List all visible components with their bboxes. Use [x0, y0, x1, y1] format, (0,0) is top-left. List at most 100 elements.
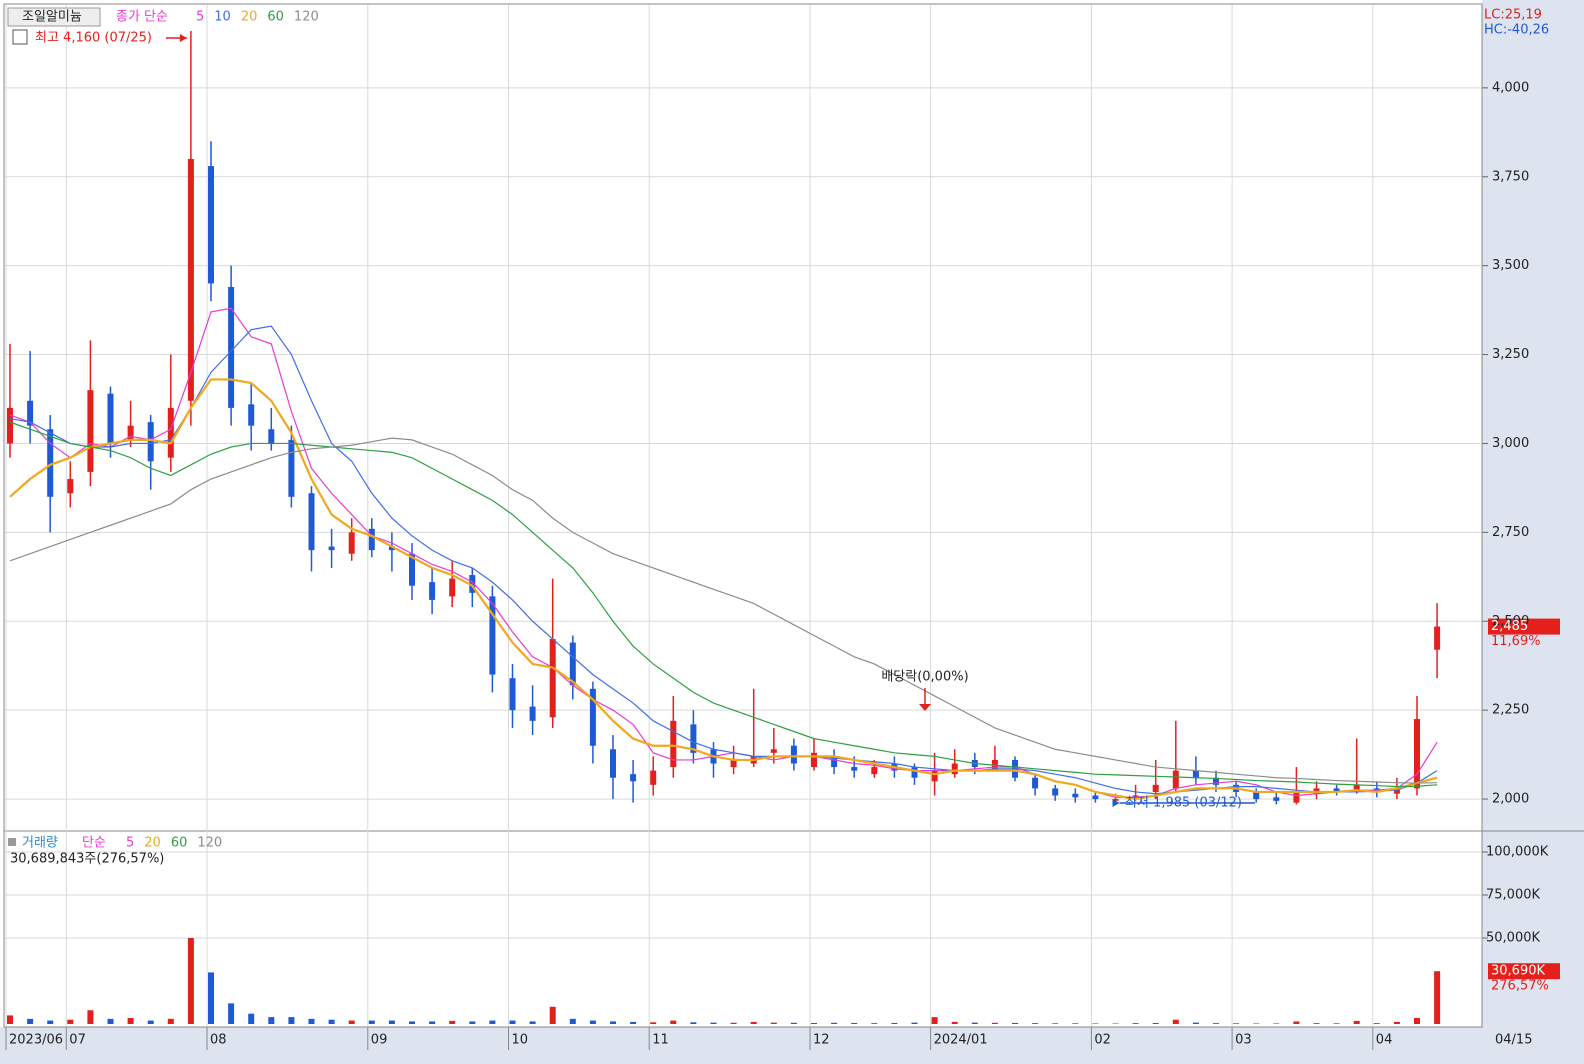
volume-tick-label: 50,000K [1486, 931, 1540, 946]
dividend-arrowhead [919, 704, 931, 711]
price-legend-period: 120 [294, 10, 319, 25]
candle-body [951, 763, 958, 775]
volume-bar [1172, 1019, 1179, 1025]
volume-bar [208, 972, 214, 1025]
moving-average [9, 421, 1438, 788]
right-axis-area [1482, 0, 1584, 1064]
volume-bar [489, 1020, 496, 1025]
candle-body [27, 400, 34, 426]
volume-bar [1052, 1023, 1059, 1025]
candle-body [328, 546, 335, 551]
candle-body [1293, 791, 1300, 803]
volume-bar [589, 1020, 596, 1025]
volume-bar [871, 1023, 878, 1025]
x-tick-label: 11 [652, 1033, 669, 1048]
candle-body [650, 770, 657, 785]
volume-bar [971, 1022, 978, 1025]
volume-bar [790, 1022, 797, 1025]
volume-bar [27, 1018, 34, 1025]
candle-body [1213, 777, 1219, 785]
candle-body [871, 767, 878, 775]
moving-average [9, 437, 1438, 784]
labels: 조일알미늄 종가 단순 최고 4,160 (07/25) 최저 1,985 (0… [7, 7, 1549, 1048]
price-tag-label: 2,485 [1491, 619, 1528, 634]
y-tick-label: 2,000 [1492, 792, 1529, 807]
chart-title[interactable]: 조일알미늄 [22, 10, 82, 25]
volume-bar [1434, 971, 1441, 1025]
volume-bar [509, 1020, 516, 1025]
y-tick-label: 3,250 [1492, 347, 1529, 362]
volume-bar [67, 1019, 74, 1025]
volume-bar [831, 1022, 838, 1025]
candle-body [248, 404, 255, 426]
volume-bar [851, 1022, 858, 1025]
candle-body [931, 770, 938, 782]
volume-bar [1353, 1020, 1360, 1025]
volume-bar [1313, 1023, 1320, 1025]
volume-legend-period: 5 [126, 836, 134, 851]
price-legend-label: 종가 단순 [116, 10, 168, 25]
volume-bar [469, 1021, 476, 1025]
candle-body [67, 479, 74, 494]
volume-bar [630, 1021, 637, 1025]
x-tick-label: 02 [1094, 1033, 1111, 1048]
candle-body [851, 767, 858, 771]
volume-bar [328, 1019, 335, 1025]
candle-body [1192, 770, 1199, 778]
volume-bar [951, 1021, 958, 1025]
candle-body [529, 706, 536, 721]
candle-body [368, 528, 375, 551]
y-tick-label: 3,000 [1492, 436, 1529, 451]
current-date: 04/15 [1495, 1033, 1532, 1048]
volume-box[interactable] [8, 838, 16, 846]
candle-body [1434, 626, 1441, 650]
x-tick-label: 10 [512, 1033, 529, 1048]
candle-body [469, 575, 476, 593]
price-change: 11,69% [1491, 634, 1541, 649]
volume-legend-method: 단순 [82, 836, 106, 851]
volume-bar [1132, 1023, 1139, 1025]
price-legend-period: 10 [214, 10, 231, 25]
x-tick-label: 04 [1376, 1033, 1393, 1048]
candle-body [770, 749, 777, 753]
volume-bar [268, 1017, 275, 1025]
candle-body [228, 286, 235, 408]
volume-bar [1253, 1023, 1260, 1025]
volume-bar [1152, 1022, 1159, 1025]
volume-tick-label: 75,000K [1486, 888, 1540, 903]
high-annotation: 최고 4,160 (07/25) [35, 31, 152, 46]
candle-body [589, 688, 596, 746]
volume-bar [409, 1021, 415, 1025]
grid [5, 5, 1488, 1050]
x-tick-label: 12 [813, 1033, 830, 1048]
y-tick-label: 2,750 [1492, 525, 1529, 540]
volume-bar [1333, 1023, 1340, 1025]
x-tick-label: 03 [1235, 1033, 1252, 1048]
candle-body [831, 756, 838, 768]
title-box[interactable] [7, 7, 101, 27]
volume-bar [1112, 1023, 1119, 1025]
plot-frame [3, 3, 1483, 1028]
volume-bar [388, 1020, 395, 1025]
candle-body [1152, 784, 1159, 792]
volume-bar [1293, 1021, 1300, 1025]
candle-body [308, 493, 315, 551]
candle-body [1032, 777, 1039, 789]
moving-average [9, 378, 1438, 801]
volume-bar [911, 1022, 918, 1025]
table-icon[interactable] [12, 29, 28, 45]
x-tick-label: 09 [371, 1033, 388, 1048]
x-tick-label: 2024/01 [934, 1033, 988, 1048]
candle-body [811, 752, 817, 768]
x-tick-label: 2023/06 [9, 1033, 63, 1048]
volume-bar [47, 1020, 54, 1025]
volume-bar [1192, 1022, 1199, 1025]
candle-body [1273, 797, 1280, 801]
candle-body [187, 158, 194, 401]
candle-body [147, 422, 154, 462]
volume-bar [569, 1018, 576, 1025]
volume-change: 276,57% [1491, 979, 1549, 994]
bottom-axis-area [0, 1027, 1584, 1064]
candle-body [549, 639, 556, 718]
